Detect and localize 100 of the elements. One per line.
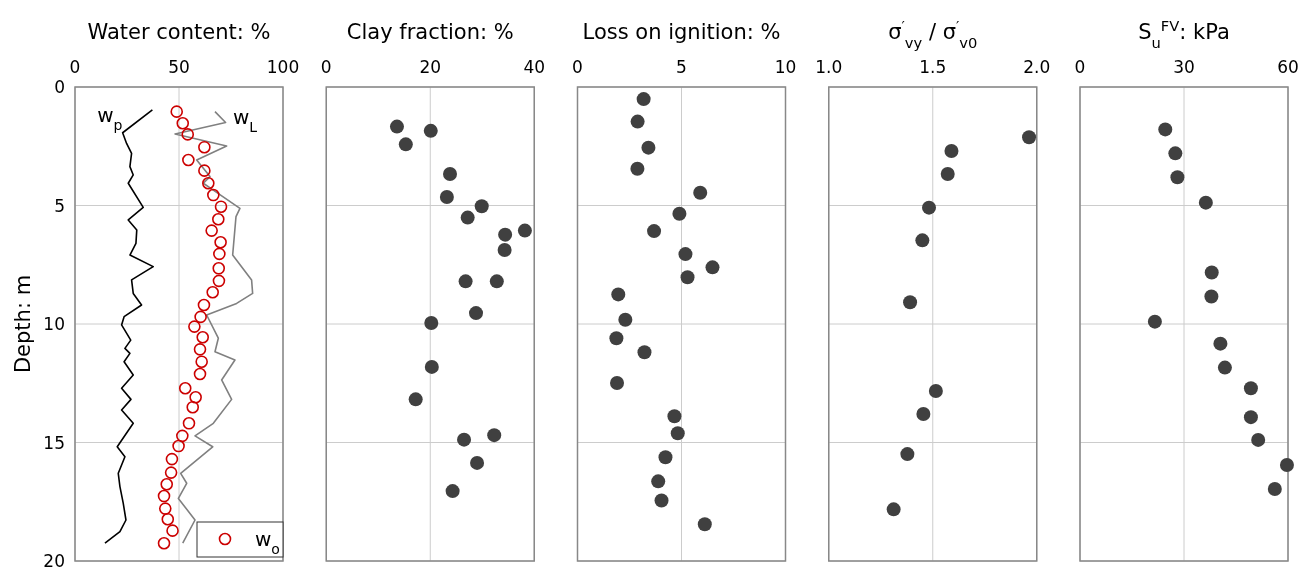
point (705, 260, 720, 275)
y-tick-label: 20 (43, 551, 65, 569)
point (157, 489, 171, 503)
point (886, 502, 901, 517)
point (457, 432, 472, 447)
x-axis-title: Clay fraction: % (346, 20, 514, 44)
point (1213, 336, 1228, 351)
point (609, 331, 624, 346)
point (1158, 122, 1173, 137)
x-tick-label: 1.0 (815, 57, 843, 77)
x-tick-label: 0 (320, 57, 332, 77)
point (176, 116, 190, 130)
point (212, 274, 226, 288)
x-tick-label: 40 (523, 57, 546, 77)
point (197, 298, 211, 312)
point (1204, 265, 1219, 280)
point (678, 247, 693, 262)
point (647, 224, 662, 239)
point (195, 355, 208, 368)
point (423, 123, 438, 138)
point (188, 320, 201, 333)
x-tick-label: 20 (419, 57, 442, 77)
point (212, 262, 226, 275)
point (1243, 381, 1258, 396)
point (916, 407, 931, 422)
point (213, 247, 226, 261)
point (611, 287, 626, 302)
y-tick-label: 5 (54, 195, 65, 216)
point (198, 164, 211, 177)
point (1168, 146, 1183, 161)
point (207, 188, 220, 202)
point (198, 140, 211, 154)
point (630, 114, 645, 129)
x-tick-label: 0 (572, 57, 583, 77)
x-tick-label: 5 (676, 57, 687, 77)
y-tick-label: 10 (43, 314, 65, 334)
point (1279, 458, 1294, 473)
point (940, 166, 955, 181)
point (178, 381, 192, 395)
point (903, 295, 918, 310)
point (176, 429, 189, 443)
point (182, 417, 196, 430)
point (651, 474, 666, 489)
point (498, 227, 513, 242)
point (1022, 130, 1037, 145)
x-axis-title: Water content: % (87, 20, 271, 44)
series-label: w$_{p}$ (97, 102, 123, 133)
point (517, 223, 532, 238)
point (489, 274, 504, 289)
point (1198, 195, 1213, 210)
point (474, 199, 489, 214)
point (424, 316, 439, 331)
point (202, 176, 215, 190)
point (424, 359, 439, 374)
point (170, 105, 184, 118)
point (900, 447, 915, 462)
x-tick-label: 0 (1074, 57, 1086, 77)
point (1217, 360, 1232, 375)
point (445, 484, 460, 499)
point (658, 450, 673, 465)
point (944, 143, 959, 158)
point (1204, 289, 1219, 304)
x-tick-label: 100 (266, 57, 300, 77)
point (497, 243, 512, 258)
point (161, 512, 175, 526)
point (439, 189, 454, 204)
point (172, 439, 185, 453)
point (408, 392, 423, 407)
point (1243, 410, 1258, 425)
y-tick-label: 0 (54, 77, 65, 97)
point (636, 92, 651, 107)
point (193, 343, 207, 356)
point (182, 153, 195, 167)
point (196, 330, 210, 344)
y-tick-label: 15 (43, 432, 65, 453)
point (637, 345, 652, 360)
point (641, 140, 656, 155)
point (697, 517, 712, 532)
point (443, 166, 458, 181)
point (610, 376, 625, 391)
point (618, 312, 633, 327)
point (1147, 314, 1162, 329)
point (186, 400, 200, 414)
point (1267, 481, 1282, 496)
point (915, 233, 930, 248)
point (160, 477, 174, 491)
point (670, 426, 685, 441)
x-tick-label: 2.0 (1023, 57, 1051, 77)
point (194, 310, 207, 324)
legend-label: w$_{o}$ (255, 527, 280, 557)
series-label: w$_{L}$ (232, 104, 258, 135)
point (164, 466, 178, 479)
x-tick-label: 60 (1277, 57, 1299, 77)
point (1170, 170, 1185, 185)
point (470, 455, 485, 470)
point (214, 235, 227, 249)
point (458, 274, 473, 289)
point (630, 161, 645, 176)
x-tick-label: 1.5 (919, 57, 947, 77)
point (460, 210, 475, 225)
